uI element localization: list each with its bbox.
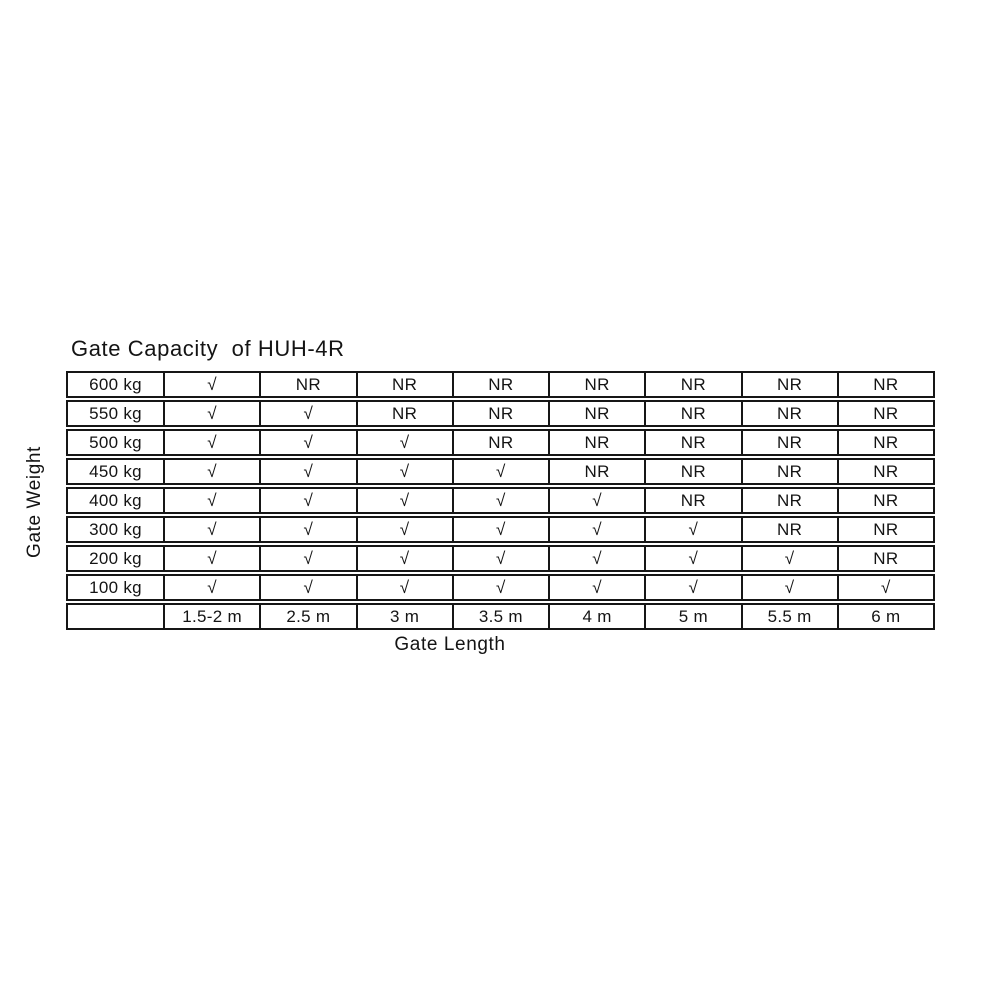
row-label: 500 kg (89, 432, 142, 452)
table-cell: √ (259, 576, 355, 599)
table-cell: √ (163, 489, 259, 512)
column-label: 3.5 m (451, 605, 548, 628)
table-cell: √ (548, 489, 644, 512)
table-row: 200 kg √ √ √ √ √ √ √ NR (66, 545, 935, 572)
page-title: Gate Capacity of HUH-4R (71, 336, 345, 361)
table-cell: √ (451, 547, 548, 570)
column-label: 5 m (644, 605, 740, 628)
table-cell: NR (355, 373, 452, 396)
table-cell: NR (451, 431, 548, 454)
table-cell: √ (451, 460, 548, 483)
column-label: 6 m (836, 605, 933, 628)
table-cell: √ (548, 576, 644, 599)
table-cell: √ (355, 576, 452, 599)
table-cell: NR (836, 373, 933, 396)
table-cell: √ (740, 547, 837, 570)
table-cell: √ (548, 547, 644, 570)
table-cell: NR (836, 431, 933, 454)
y-axis-label: Gate Weight (24, 445, 45, 558)
table-cell: NR (740, 489, 837, 512)
row-label: 300 kg (89, 519, 142, 539)
row-label: 200 kg (89, 548, 142, 568)
column-label: 2.5 m (259, 605, 355, 628)
corner-cell (68, 605, 163, 628)
table-cell: NR (836, 402, 933, 425)
table-cell: √ (259, 402, 355, 425)
table-cell: √ (163, 373, 259, 396)
table-cell: NR (355, 402, 452, 425)
table-cell: NR (644, 373, 740, 396)
table-cell: √ (259, 431, 355, 454)
table-cell: NR (548, 402, 644, 425)
table-cell: NR (644, 489, 740, 512)
column-label: 3 m (355, 605, 452, 628)
row-label: 450 kg (89, 461, 142, 481)
table-cell: √ (163, 431, 259, 454)
column-label: 4 m (548, 605, 644, 628)
table-cell: √ (259, 518, 355, 541)
table-row: 450 kg √ √ √ √ NR NR NR NR (66, 458, 935, 485)
table-cell: √ (163, 460, 259, 483)
table-cell: NR (644, 402, 740, 425)
table-cell: √ (451, 576, 548, 599)
table-cell: NR (740, 402, 837, 425)
table-row: 500 kg √ √ √ NR NR NR NR NR (66, 429, 935, 456)
table-cell: NR (548, 460, 644, 483)
table-cell: √ (355, 431, 452, 454)
row-label: 550 kg (89, 403, 142, 423)
table-cell: NR (836, 518, 933, 541)
table-row: 100 kg √ √ √ √ √ √ √ √ (66, 574, 935, 601)
table-cell: NR (644, 460, 740, 483)
table-cell: NR (836, 489, 933, 512)
table-cell: √ (644, 518, 740, 541)
table-cell: √ (451, 518, 548, 541)
column-label: 5.5 m (740, 605, 837, 628)
table-cell: NR (548, 373, 644, 396)
table-cell: √ (355, 518, 452, 541)
table-cell: NR (740, 518, 837, 541)
table-cell: NR (740, 373, 837, 396)
table-cell: √ (644, 547, 740, 570)
table-cell: √ (163, 547, 259, 570)
row-label: 600 kg (89, 374, 142, 394)
table-cell: NR (451, 402, 548, 425)
table-cell: NR (548, 431, 644, 454)
table-row: 300 kg √ √ √ √ √ √ NR NR (66, 516, 935, 543)
table-cell: √ (259, 489, 355, 512)
table-cell: NR (740, 460, 837, 483)
table-cell: NR (836, 547, 933, 570)
table-cell: √ (836, 576, 933, 599)
table-cell: √ (259, 547, 355, 570)
y-axis-label-wrap: Gate Weight (8, 371, 62, 632)
row-label: 100 kg (89, 577, 142, 597)
table-cell: √ (355, 460, 452, 483)
column-label: 1.5-2 m (163, 605, 259, 628)
x-axis-label: Gate Length (394, 634, 506, 655)
table-row: 600 kg √ NR NR NR NR NR NR NR (66, 371, 935, 398)
row-label: 400 kg (89, 490, 142, 510)
capacity-table: 600 kg √ NR NR NR NR NR NR NR 550 kg √ √ NR NR NR NR NR N… (66, 371, 935, 632)
table-cell: √ (740, 576, 837, 599)
table-cell: √ (163, 576, 259, 599)
table-cell: √ (259, 460, 355, 483)
table-cell: √ (644, 576, 740, 599)
table-cell: NR (644, 431, 740, 454)
table-cell: √ (451, 489, 548, 512)
table-cell: √ (355, 547, 452, 570)
table-cell: √ (548, 518, 644, 541)
table-cell: √ (163, 402, 259, 425)
table-row: 550 kg √ √ NR NR NR NR NR NR (66, 400, 935, 427)
table-cell: NR (451, 373, 548, 396)
table-cell: NR (259, 373, 355, 396)
table-cell: NR (836, 460, 933, 483)
table-row: 400 kg √ √ √ √ √ NR NR NR (66, 487, 935, 514)
table-cell: √ (163, 518, 259, 541)
table-cell: √ (355, 489, 452, 512)
table-cell: NR (740, 431, 837, 454)
